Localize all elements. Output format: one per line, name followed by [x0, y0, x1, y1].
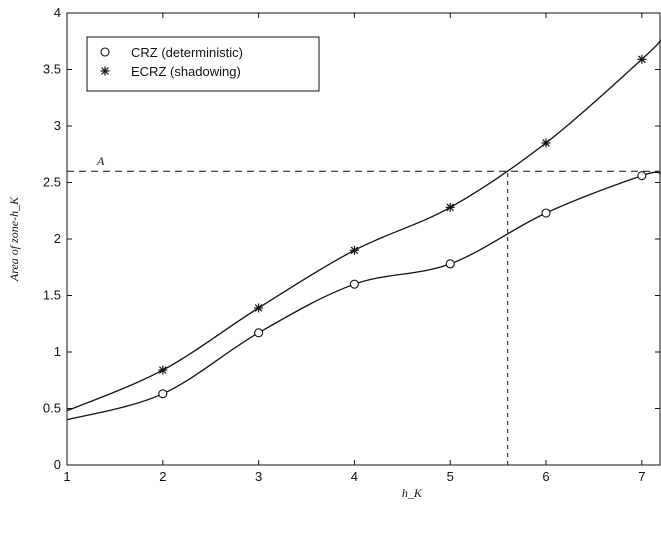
legend-box: [86, 36, 320, 92]
legend-label: ECRZ (shadowing): [131, 64, 241, 79]
crz-point: [541, 208, 551, 218]
threshold-annotation: A: [96, 154, 105, 168]
ecrz-point: [445, 202, 455, 212]
ecrz-curve: [66, 39, 661, 412]
x-tick-label: 2: [159, 469, 166, 484]
y-tick-label: 1.5: [43, 288, 61, 303]
star-stroke: [101, 67, 109, 75]
star-stroke: [159, 366, 167, 374]
axis-tick-labels: 1 2 3 4 5 6 7 0 0.5 1 1.5 2 2.5 3 3.5 4: [43, 5, 646, 484]
series-curves: [66, 39, 661, 421]
y-axis-label: Area of zone-h_K: [7, 196, 21, 282]
y-tick-label: 0: [54, 457, 61, 472]
crz-point: [254, 328, 264, 338]
reference-lines: [67, 170, 660, 465]
x-tick-label: 5: [447, 469, 454, 484]
y-tick-label: 2.5: [43, 175, 61, 190]
ecrz-point: [349, 245, 359, 255]
ecrz-point: [541, 138, 551, 148]
crz-point: [349, 279, 359, 289]
axis-ticks: [66, 12, 660, 466]
ecrz-point: [637, 54, 647, 64]
x-tick-label: 1: [63, 469, 70, 484]
star-stroke: [542, 139, 550, 147]
x-tick-label: 3: [255, 469, 262, 484]
x-axis-label: h_K: [402, 486, 423, 500]
series-markers: [158, 54, 647, 399]
x-tick-label: 4: [351, 469, 358, 484]
legend: CRZ (deterministic) ECRZ (shadowing): [86, 36, 320, 92]
y-tick-label: 4: [54, 5, 61, 20]
legend-item: CRZ (deterministic): [100, 45, 243, 60]
y-tick-label: 1: [54, 344, 61, 359]
x-tick-label: 6: [542, 469, 549, 484]
legend-item: ECRZ (shadowing): [100, 64, 241, 79]
y-tick-label: 3.5: [43, 62, 61, 77]
crz-point: [637, 171, 647, 181]
ecrz-point: [158, 365, 168, 375]
crz-point: [445, 259, 455, 269]
x-tick-label: 7: [638, 469, 645, 484]
ecrz-point: [254, 303, 264, 313]
y-tick-label: 3: [54, 118, 61, 133]
legend-marker-circle: [100, 47, 110, 57]
star-stroke: [638, 55, 646, 64]
y-tick-label: 2: [54, 231, 61, 246]
star-stroke: [350, 246, 359, 255]
star-stroke: [446, 203, 455, 212]
crz-point: [158, 389, 168, 399]
y-tick-label: 0.5: [43, 401, 61, 416]
star-stroke: [254, 304, 263, 312]
legend-marker-star: [100, 66, 110, 76]
legend-label: CRZ (deterministic): [131, 45, 243, 60]
crz-curve: [66, 171, 661, 421]
